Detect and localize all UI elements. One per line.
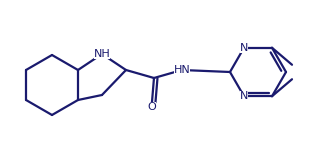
Text: N: N — [240, 91, 248, 101]
Text: HN: HN — [174, 65, 190, 75]
Text: N: N — [240, 43, 248, 53]
Text: NH: NH — [93, 49, 110, 59]
Text: O: O — [148, 102, 156, 112]
